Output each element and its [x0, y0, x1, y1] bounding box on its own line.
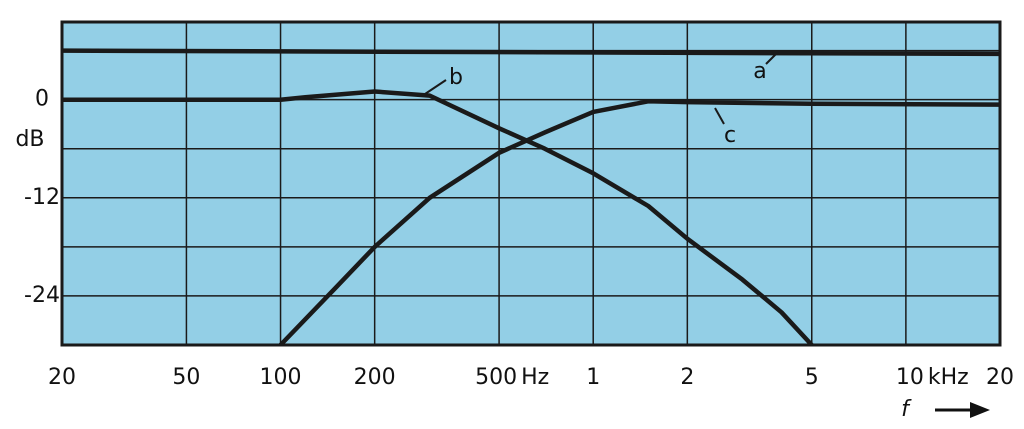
x-axis-label: f: [901, 397, 912, 422]
x-arrow: [935, 402, 990, 418]
x-tick-label: 20: [986, 365, 1014, 390]
series-label: c: [724, 123, 736, 148]
series-label: b: [449, 65, 463, 90]
line-series: [62, 89, 814, 347]
x-tick-label: 10: [896, 365, 924, 390]
y-axis-label: dB: [15, 127, 44, 152]
series-label: a: [753, 59, 766, 84]
x-tick-label: 5: [805, 365, 819, 390]
x-tick-label: 20: [48, 365, 76, 390]
y-tick-label: 0: [35, 87, 49, 112]
x-tick-label: 50: [172, 365, 200, 390]
y-tick-label: -24: [24, 283, 60, 308]
x-tick-label: 500: [475, 365, 517, 390]
plot-background: [60, 20, 1002, 347]
grid: [61, 22, 1001, 345]
x-unit-label: Hz: [521, 365, 549, 390]
x-tick-label: 100: [260, 365, 302, 390]
y-tick-label: -12: [24, 185, 60, 210]
x-tick-label: 200: [354, 365, 396, 390]
line-series: [278, 99, 1001, 347]
x-unit-label: kHz: [928, 365, 969, 390]
x-tick-label: 2: [680, 365, 694, 390]
line-series: [61, 48, 1001, 57]
x-tick-label: 1: [586, 365, 600, 390]
